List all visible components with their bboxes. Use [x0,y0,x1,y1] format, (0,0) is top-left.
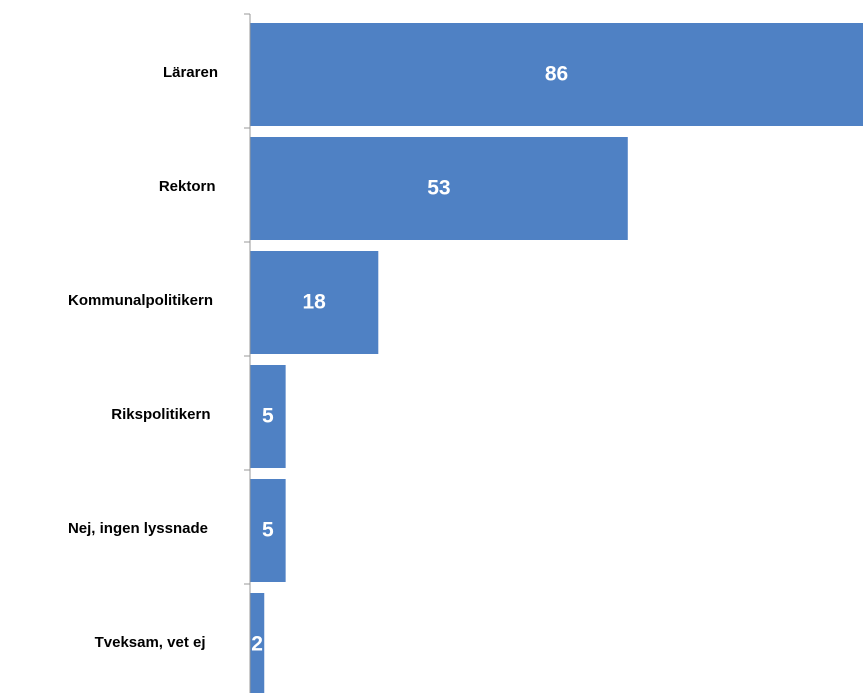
category-label: Rikspolitikern [111,406,210,423]
value-label: 5 [262,405,274,428]
bar [250,251,379,354]
value-label: 18 [302,291,326,314]
bar [250,365,286,468]
value-label: 53 [427,177,450,200]
bar [250,23,863,126]
bar [250,593,265,693]
bar [250,137,628,240]
category-label: Kommunalpolitikern [68,292,213,309]
value-label: 5 [262,519,274,542]
category-label: Tveksam, vet ej [95,634,206,651]
category-label: Läraren [163,64,218,81]
category-label: Nej, ingen lyssnade [68,520,208,537]
category-label: Rektorn [159,178,216,195]
bar [250,479,286,582]
value-label: 2 [251,633,263,656]
value-label: 86 [545,63,568,86]
